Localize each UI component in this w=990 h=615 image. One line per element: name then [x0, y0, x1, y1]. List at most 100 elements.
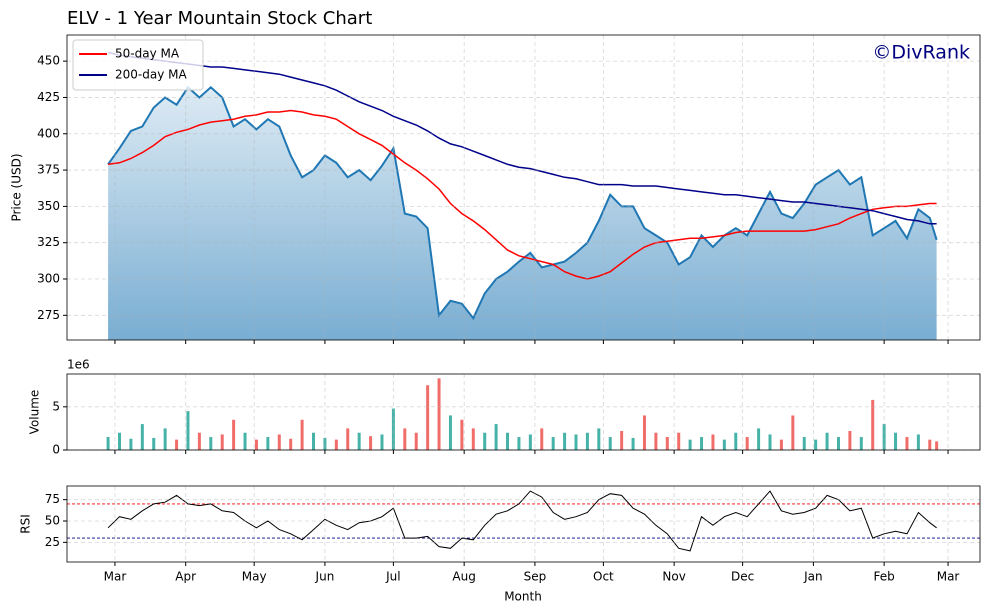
volume-bar	[380, 434, 384, 450]
volume-bar	[346, 428, 350, 450]
volume-bar	[631, 437, 635, 450]
x-tick-label: Feb	[874, 570, 895, 584]
volume-bar	[426, 385, 430, 450]
plot-frame	[66, 485, 981, 563]
volume-bar	[597, 428, 601, 450]
volume-bar	[232, 419, 236, 450]
volume-bar	[506, 432, 510, 450]
volume-bar	[300, 419, 304, 450]
volume-bar	[551, 437, 555, 450]
volume-bar	[414, 432, 418, 450]
volume-bar	[391, 408, 395, 450]
volume-bar	[859, 437, 863, 450]
x-axis-label: Month	[504, 590, 542, 604]
volume-bar	[608, 437, 612, 450]
y-tick-label: 25	[45, 535, 60, 549]
volume-bar	[334, 439, 338, 450]
x-tick-label: Mar	[104, 570, 127, 584]
volume-bar	[140, 424, 144, 450]
x-tick-label: Jun	[315, 570, 335, 584]
volume-bar	[220, 434, 224, 450]
volume-bar	[688, 439, 692, 450]
volume-bar	[768, 434, 772, 450]
volume-bar	[243, 432, 247, 450]
y-tick-label: 325	[37, 235, 60, 249]
volume-bar	[117, 432, 121, 450]
y-axis-label: RSI	[19, 514, 33, 534]
y-tick-label: 0	[52, 443, 60, 457]
volume-bar	[665, 437, 669, 450]
plot-area	[67, 490, 980, 552]
volume-bar	[357, 432, 361, 450]
volume-bar	[779, 439, 783, 450]
volume-bar	[711, 434, 715, 450]
volume-bar	[620, 431, 624, 450]
volume-bar	[437, 378, 441, 450]
volume-bar	[916, 434, 920, 450]
plot-frame	[66, 373, 981, 451]
legend-box	[72, 39, 204, 91]
y-tick-label: 5	[52, 399, 60, 413]
x-tick-label: Nov	[662, 570, 685, 584]
volume-bar	[277, 434, 281, 450]
x-tick-label: Aug	[452, 570, 475, 584]
volume-bar	[757, 428, 761, 450]
volume-bar	[540, 428, 544, 450]
rsi-line	[107, 490, 937, 552]
ma-line	[108, 109, 937, 280]
volume-bar	[163, 428, 167, 450]
y-axis-label: Volume	[28, 390, 42, 435]
volume-bar	[585, 432, 589, 450]
volume-bar	[460, 419, 464, 450]
y-tick-label: 400	[37, 126, 60, 140]
volume-bar	[369, 436, 373, 450]
y-tick-label: 375	[37, 163, 60, 177]
volume-bar	[825, 432, 829, 450]
y-tick-label: 300	[37, 272, 60, 286]
volume-bar	[848, 431, 852, 450]
volume-bar	[654, 432, 658, 450]
volume-bar	[935, 441, 939, 450]
volume-bar	[483, 432, 487, 450]
x-tick-label: May	[242, 570, 267, 584]
x-tick-label: Jul	[385, 570, 400, 584]
legend-label: 50-day MA	[115, 47, 180, 61]
x-tick-label: Oct	[593, 570, 614, 584]
volume-bar	[209, 437, 213, 450]
volume-bar	[700, 437, 704, 450]
volume-bar	[574, 434, 578, 450]
volume-bar	[266, 437, 270, 450]
volume-bar	[254, 439, 258, 450]
x-tick-label: Mar	[937, 570, 960, 584]
offset-label: 1e6	[67, 358, 90, 372]
volume-bar	[106, 437, 110, 450]
volume-bar	[175, 439, 179, 450]
volume-bar	[745, 437, 749, 450]
y-tick-label: 275	[37, 308, 60, 322]
volume-bar	[928, 439, 932, 450]
volume-bar	[323, 437, 327, 450]
volume-bar	[186, 411, 190, 450]
volume-bar	[494, 424, 498, 450]
volume-bar	[677, 432, 681, 450]
volume-bar	[734, 432, 738, 450]
volume-bar	[129, 438, 133, 450]
y-tick-label: 75	[45, 492, 60, 506]
chart-title: ELV - 1 Year Mountain Stock Chart	[67, 8, 372, 29]
plot-area	[107, 51, 938, 340]
volume-bar	[471, 428, 475, 450]
x-tick-label: Dec	[731, 570, 754, 584]
y-axis-label: Price (USD)	[10, 153, 24, 221]
volume-bar	[894, 432, 898, 450]
price-area	[108, 87, 937, 340]
volume-bar	[289, 438, 293, 450]
y-tick-label: 450	[37, 54, 60, 68]
plot-frame	[66, 34, 981, 341]
x-tick-label: Jan	[803, 570, 823, 584]
x-tick-label: Apr	[175, 570, 196, 584]
volume-bar	[905, 437, 909, 450]
volume-bar	[517, 437, 521, 450]
legend-label: 200-day MA	[115, 68, 187, 82]
